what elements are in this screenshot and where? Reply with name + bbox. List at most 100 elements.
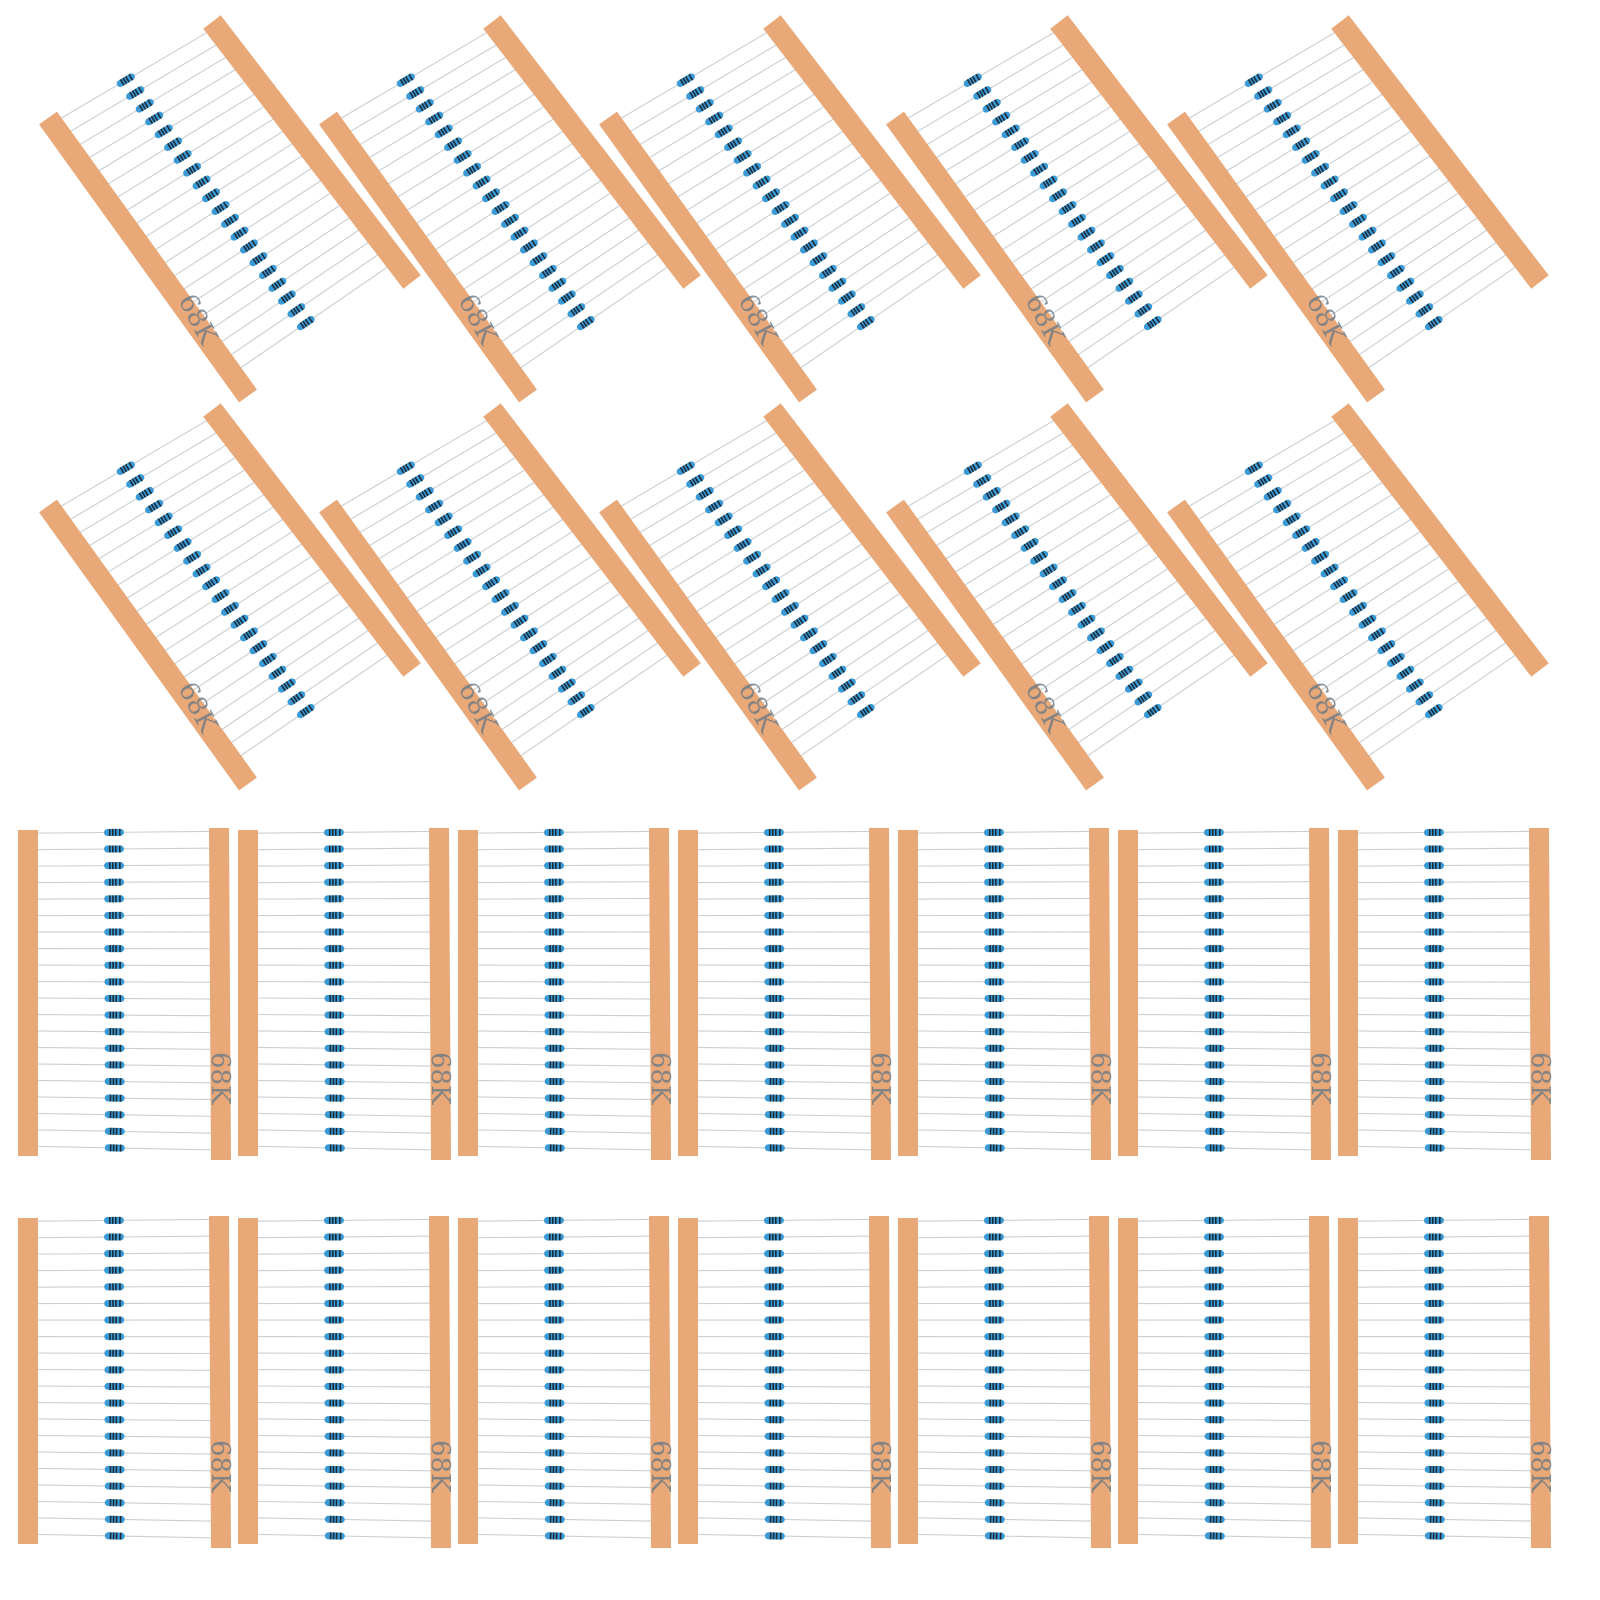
color-band (582, 708, 588, 716)
color-band (119, 1449, 122, 1457)
color-band (329, 1011, 332, 1019)
color-band (552, 994, 555, 1002)
color-band (1075, 604, 1082, 612)
color-band (512, 602, 518, 610)
color-band (1366, 617, 1372, 625)
color-band (1341, 188, 1347, 196)
resistor-body (104, 1044, 125, 1052)
color-band (1215, 1333, 1217, 1341)
color-band (549, 1449, 552, 1457)
color-band (1284, 500, 1290, 507)
resistor (705, 499, 724, 514)
resistor-body (491, 589, 510, 604)
color-band (549, 1499, 552, 1507)
color-band (989, 1366, 991, 1374)
resistor-body (296, 315, 315, 331)
resistor-body (764, 1532, 785, 1540)
color-band (1212, 1349, 1214, 1357)
resistor-body (1424, 1266, 1445, 1274)
resistor (1058, 589, 1077, 604)
resistor-body (984, 1094, 1005, 1102)
resistor-body (1330, 188, 1349, 203)
color-band (552, 1432, 555, 1440)
color-band (558, 828, 561, 836)
color-band (772, 911, 774, 919)
color-band (1439, 1061, 1442, 1069)
resistor (1105, 264, 1124, 280)
color-band (549, 978, 551, 986)
paper-tape-left (678, 830, 698, 1156)
resistor (453, 149, 472, 164)
color-band (991, 845, 994, 853)
color-band (992, 1111, 995, 1119)
resistor (764, 945, 785, 953)
resistor-body (324, 1127, 345, 1135)
color-band (769, 978, 771, 986)
color-band (726, 512, 732, 520)
color-band (414, 88, 420, 96)
color-band (129, 91, 135, 99)
resistor-strip: 68K (1338, 827, 1555, 1161)
color-band (991, 1233, 994, 1241)
color-band (195, 181, 201, 189)
color-band (1439, 1316, 1441, 1324)
color-band (109, 878, 111, 886)
resistor-body (764, 1465, 785, 1474)
paper-tape-right (203, 15, 421, 289)
color-band (148, 505, 154, 513)
color-band (988, 102, 994, 110)
color-band (1142, 693, 1148, 701)
resistor-body (1244, 461, 1263, 475)
color-band (264, 657, 270, 664)
color-band (559, 1283, 561, 1291)
color-band (754, 551, 760, 559)
color-band (299, 710, 305, 717)
resistor-body (1134, 691, 1153, 706)
color-band (820, 252, 826, 260)
color-band (584, 706, 590, 714)
color-band (109, 1432, 112, 1440)
resistor-body (104, 1316, 125, 1324)
resistor-body (544, 994, 565, 1003)
color-band (1108, 658, 1115, 666)
color-band (421, 490, 427, 498)
resistor (104, 1532, 125, 1540)
color-band (408, 73, 414, 81)
resistor-body (1204, 1465, 1225, 1474)
tape-value-label: 68K (645, 1440, 675, 1493)
color-band (1063, 205, 1070, 213)
color-band (172, 139, 178, 147)
color-band (339, 961, 341, 969)
resistor-body (1263, 486, 1282, 501)
color-band (1439, 1127, 1442, 1135)
color-band (770, 578, 776, 586)
color-band (254, 256, 261, 264)
color-band (1082, 230, 1089, 238)
color-band (329, 911, 331, 919)
color-band (191, 553, 197, 561)
resistor (557, 290, 576, 305)
color-band (1209, 1532, 1212, 1540)
color-band (779, 1061, 782, 1069)
color-band (112, 961, 114, 969)
color-band (1408, 684, 1414, 692)
color-band (1035, 166, 1041, 174)
color-band (1429, 1399, 1432, 1407)
resistor (472, 563, 491, 578)
color-band (1099, 646, 1105, 653)
color-band (559, 1028, 562, 1036)
color-band (779, 1111, 782, 1119)
resistor-body (145, 499, 164, 514)
color-band (779, 928, 781, 936)
resistor-strip: 68K (18, 827, 235, 1161)
resistor (192, 563, 211, 578)
resistor-body (1204, 1399, 1225, 1407)
resistor (324, 1416, 345, 1424)
color-band (769, 1366, 771, 1374)
color-band (1431, 828, 1434, 836)
color-band (995, 1028, 998, 1036)
color-band (726, 124, 732, 132)
color-band (1041, 163, 1047, 171)
color-band (999, 1011, 1002, 1019)
resistor (1124, 290, 1143, 305)
